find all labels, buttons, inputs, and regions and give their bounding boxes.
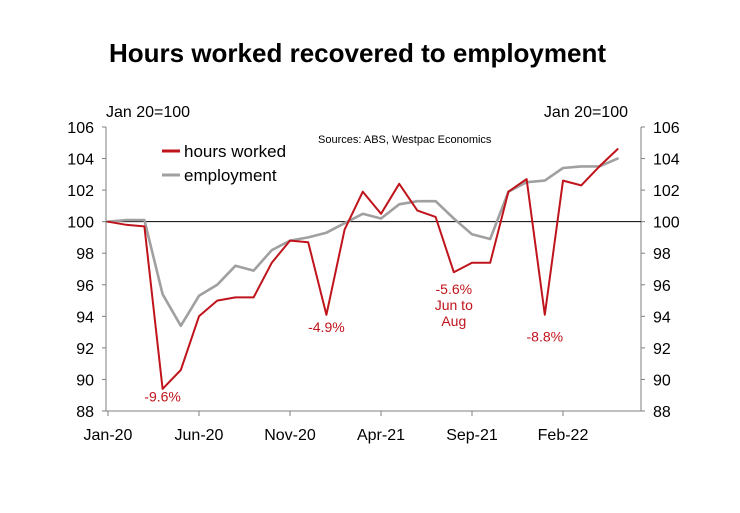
y-tick-label-right: 92 (653, 341, 671, 358)
x-tick-label: Jan-20 (84, 427, 133, 444)
annotation-label: -8.8% (527, 329, 564, 345)
y-tick-label-left: 90 (76, 372, 94, 389)
series-line-hours-worked (107, 148, 619, 390)
annotation-label: Aug (441, 313, 466, 329)
source-note: Sources: ABS, Westpac Economics (318, 134, 492, 146)
y-tick-label-right: 94 (653, 309, 671, 326)
y-tick-label-left: 98 (76, 246, 94, 263)
x-tick-label: Nov-20 (264, 427, 316, 444)
y-tick-label-right: 106 (653, 120, 680, 137)
right-axis-unit-label: Jan 20=100 (543, 104, 628, 121)
y-tick-label-right: 98 (653, 246, 671, 263)
y-tick-label-right: 90 (653, 372, 671, 389)
y-tick-label-left: 96 (76, 278, 94, 295)
y-tick-label-left: 92 (76, 341, 94, 358)
y-tick-label-left: 104 (67, 152, 94, 169)
series-line-employment (106, 157, 619, 328)
x-tick-label: Jun-20 (175, 427, 224, 444)
left-axis-unit-label: Jan 20=100 (106, 104, 191, 121)
y-tick-label-left: 100 (67, 215, 94, 232)
x-tick-label: Sep-21 (446, 427, 498, 444)
y-tick-label-right: 96 (653, 278, 671, 295)
y-tick-label-right: 104 (653, 152, 680, 169)
x-tick-label: Apr-21 (357, 427, 405, 444)
y-tick-label-right: 100 (653, 215, 680, 232)
annotation-label: Jun to (435, 297, 473, 313)
y-tick-label-left: 102 (67, 183, 94, 200)
y-tick-label-right: 88 (653, 404, 671, 421)
chart-title: Hours worked recovered to employment (108, 38, 607, 68)
legend-label-employment: employment (184, 166, 277, 185)
y-tick-label-left: 106 (67, 120, 94, 137)
annotation-label: -5.6% (436, 281, 473, 297)
annotation-label: -9.6% (144, 389, 181, 405)
y-tick-label-left: 94 (76, 309, 94, 326)
legend-label-hours-worked: hours worked (184, 142, 286, 161)
x-tick-label: Feb-22 (538, 427, 589, 444)
y-tick-label-left: 88 (76, 404, 94, 421)
annotation-label: -4.9% (308, 319, 345, 335)
y-tick-label-right: 102 (653, 183, 680, 200)
